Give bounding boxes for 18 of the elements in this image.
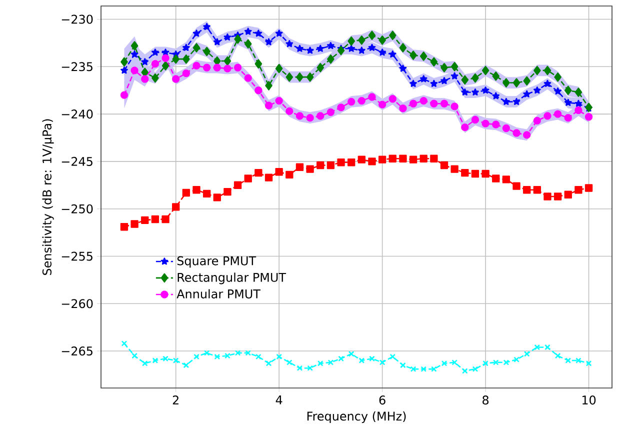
y-axis-title: Sensitivity (dB re: 1V/µPa) xyxy=(42,119,54,275)
x-tick-label: 10 xyxy=(582,396,596,405)
y-tick-label: −230 xyxy=(62,14,93,24)
y-tick-label: −260 xyxy=(62,299,93,308)
y-tick-label: −265 xyxy=(62,346,92,356)
x-tick-label: 6 xyxy=(379,396,386,405)
x-tick-label: 2 xyxy=(172,396,178,404)
x-tick-label: 8 xyxy=(482,396,489,405)
y-tick-label: −255 xyxy=(62,252,92,261)
y-tick-label: −245 xyxy=(62,156,92,166)
legend-label: Rectangular PMUT xyxy=(178,272,286,284)
x-axis-title: Frequency (MHz) xyxy=(307,411,406,423)
legend-label: Square PMUT xyxy=(177,256,256,268)
x-tick-label: 4 xyxy=(276,396,282,404)
legend-label: Annular PMUT xyxy=(176,289,260,298)
y-tick-label: −240 xyxy=(62,110,93,119)
y-tick-label: −250 xyxy=(62,204,93,214)
y-tick-label: −235 xyxy=(62,62,92,72)
